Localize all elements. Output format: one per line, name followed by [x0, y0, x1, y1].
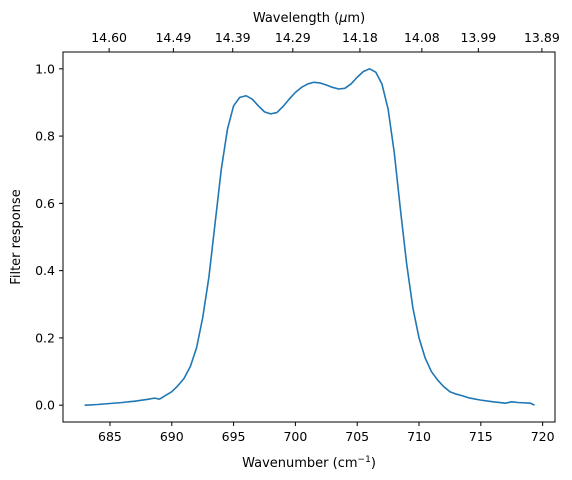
- top-tick-label: 14.39: [215, 30, 251, 45]
- top-tick-label: 14.49: [155, 30, 191, 45]
- top-tick-label: 14.29: [275, 30, 311, 45]
- x-tick-label: 705: [345, 429, 369, 444]
- plot-area: [84, 68, 535, 406]
- x-tick-label: 720: [531, 429, 555, 444]
- y-tick-label: 0.4: [35, 263, 55, 278]
- top-axis-title: Wavelength (μm): [253, 11, 365, 26]
- y-axis-title: Filter response: [9, 189, 24, 284]
- top-tick-label: 13.99: [460, 30, 496, 45]
- y-tick-label: 0.2: [35, 330, 55, 345]
- x-tick-label: 715: [469, 429, 493, 444]
- y-tick-label: 0.6: [35, 196, 55, 211]
- y-tick-label: 0.0: [35, 398, 55, 413]
- top-tick-label: 14.18: [342, 30, 378, 45]
- top-tick-label: 14.08: [404, 30, 440, 45]
- x-tick-label: 710: [407, 429, 431, 444]
- series-line-0: [84, 68, 535, 406]
- y-tick-label: 1.0: [35, 61, 55, 76]
- x-tick-label: 690: [160, 429, 184, 444]
- x-axis-title: Wavenumber (cm−1): [242, 455, 376, 471]
- top-tick-label: 14.60: [91, 30, 127, 45]
- x-tick-label: 685: [98, 429, 122, 444]
- top-tick-label: 13.89: [524, 30, 560, 45]
- x-tick-label: 695: [222, 429, 246, 444]
- axes: 685 690 695 700 705 710 715 720 0.0 0.2 0.4 0.6 0.8 1…: [35, 30, 560, 444]
- x-tick-label: 700: [283, 429, 307, 444]
- y-tick-label: 0.8: [35, 129, 55, 144]
- axes-frame: [62, 51, 556, 423]
